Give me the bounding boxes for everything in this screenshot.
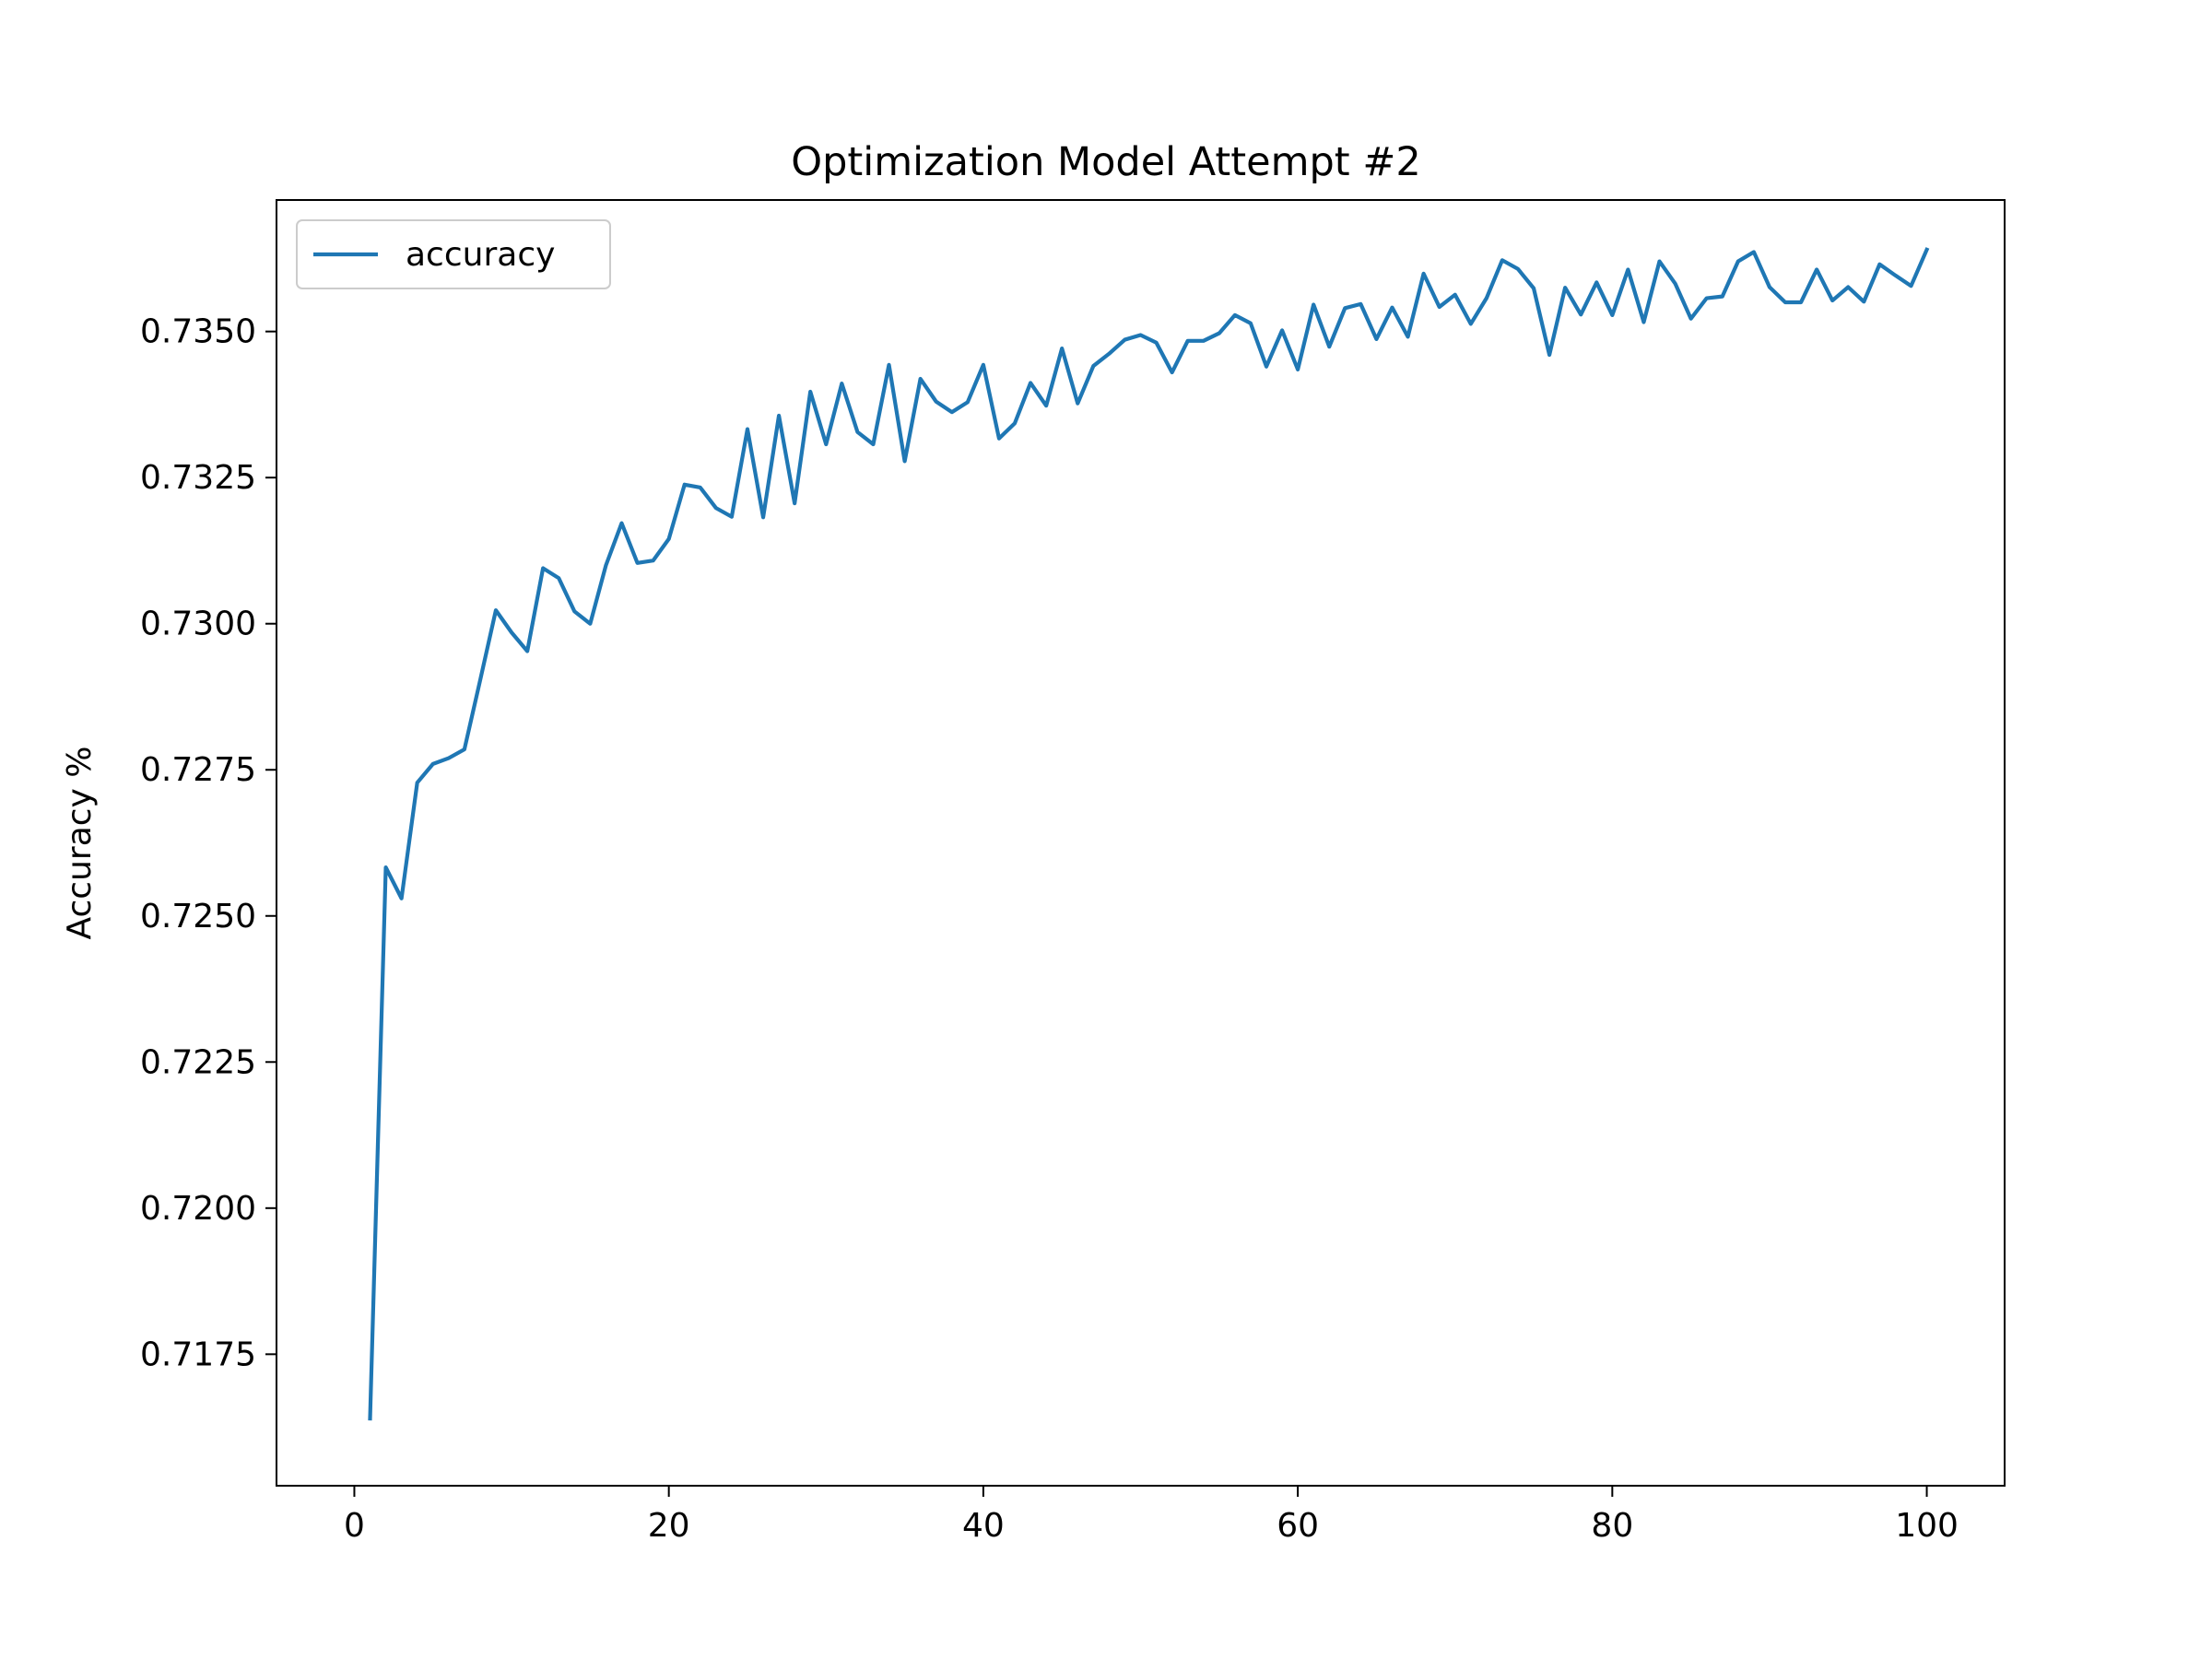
y-tick-label: 0.7350 [140,313,256,351]
y-tick-label: 0.7275 [140,751,256,789]
legend-box [296,219,611,289]
series-line-accuracy [368,247,1930,1421]
y-tick-label: 0.7225 [140,1043,256,1081]
y-axis-title: Accuracy % [61,746,99,939]
y-tick-label: 0.7200 [140,1190,256,1228]
plot-area-frame [276,199,2006,1487]
y-tick-label: 0.7175 [140,1335,256,1373]
legend: accuracy [296,219,611,289]
x-tick-label: 60 [1277,1507,1319,1545]
x-axis: 0 20 40 60 80 100 [344,1486,1959,1545]
y-tick-label: 0.7250 [140,898,256,935]
x-tick-label: 20 [648,1507,690,1545]
x-tick-label: 40 [962,1507,1005,1545]
x-tick-label: 80 [1591,1507,1633,1545]
x-tick-label: 100 [1895,1507,1959,1545]
chart-title: Optimization Model Attempt #2 [791,139,1420,185]
y-tick-label: 0.7325 [140,459,256,497]
plot-series [368,247,1930,1421]
y-tick-label: 0.7300 [140,606,256,643]
legend-label: accuracy [406,236,555,274]
x-tick-label: 0 [344,1507,365,1545]
y-axis: 0.7175 0.7200 0.7225 0.7250 0.7275 0.7300 0.73… [140,313,276,1373]
